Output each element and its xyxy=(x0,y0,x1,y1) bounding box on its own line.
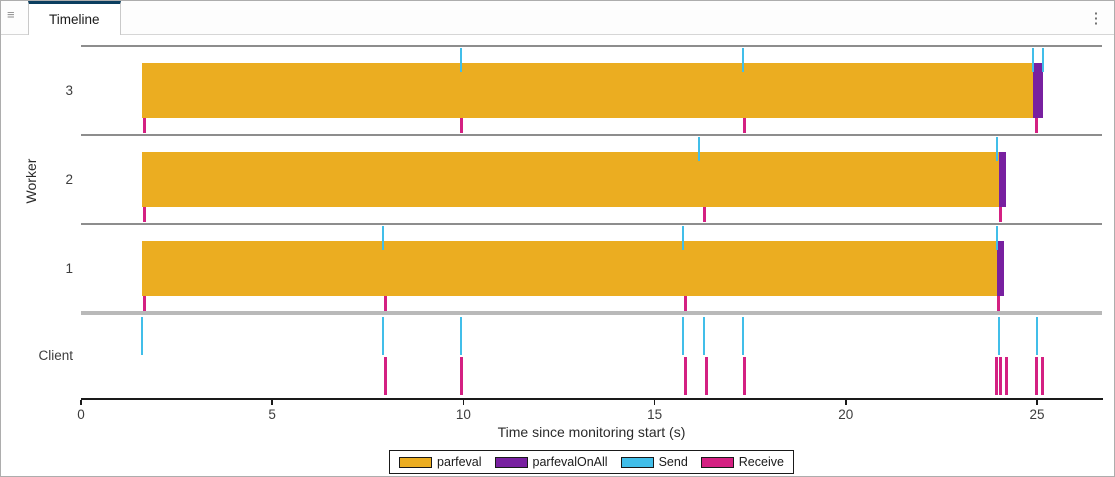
legend-label: parfevalOnAll xyxy=(532,455,608,469)
receive-marker[interactable] xyxy=(742,357,746,395)
panel-header: ≡ Timeline ⋮ xyxy=(1,1,1114,35)
send-marker[interactable] xyxy=(741,48,744,72)
send-marker[interactable] xyxy=(1041,48,1044,72)
parfevalOnAll-bar[interactable] xyxy=(996,241,1005,296)
legend-swatch-parfeval xyxy=(399,456,433,468)
legend-swatch-Send xyxy=(620,456,654,468)
lane-separator xyxy=(81,45,1102,47)
receive-marker[interactable] xyxy=(1035,118,1039,133)
send-marker[interactable] xyxy=(1035,317,1038,355)
receive-marker[interactable] xyxy=(1035,357,1039,395)
receive-marker[interactable] xyxy=(383,357,387,395)
x-tick-label-0: 0 xyxy=(77,407,85,422)
x-axis-line xyxy=(81,398,1103,400)
send-marker[interactable] xyxy=(460,317,463,355)
send-marker[interactable] xyxy=(741,317,744,355)
legend-label: parfeval xyxy=(437,455,482,469)
send-marker[interactable] xyxy=(697,137,700,161)
receive-marker[interactable] xyxy=(142,296,146,311)
legend-item-parfevalOnAll[interactable]: parfevalOnAll xyxy=(494,455,608,469)
lane-separator xyxy=(81,223,1102,225)
legend-label: Receive xyxy=(738,455,784,469)
timeline-chart: Worker Time since monitoring start (s) p… xyxy=(1,35,1114,476)
y-tick-label-1: 1 xyxy=(65,260,73,276)
x-tick-label-25: 25 xyxy=(1029,407,1045,422)
receive-marker[interactable] xyxy=(742,118,746,133)
legend-swatch-parfevalOnAll xyxy=(494,456,528,468)
parfeval-bar[interactable] xyxy=(142,152,999,207)
legend-wrap: parfeval parfevalOnAll Send Receive xyxy=(81,450,1102,474)
y-tick-label-3: 3 xyxy=(65,82,73,98)
receive-marker[interactable] xyxy=(459,118,463,133)
x-axis-tick xyxy=(1036,399,1038,405)
receive-marker[interactable] xyxy=(683,357,687,395)
legend-item-Send[interactable]: Send xyxy=(620,455,688,469)
parfevalOnAll-bar[interactable] xyxy=(998,152,1007,207)
receive-marker[interactable] xyxy=(702,207,706,222)
legend-swatch-Receive xyxy=(700,456,734,468)
lane-separator xyxy=(81,134,1102,136)
x-axis-tick xyxy=(271,399,273,405)
parfeval-bar[interactable] xyxy=(142,63,1034,118)
receive-marker[interactable] xyxy=(997,296,1001,311)
more-options-icon[interactable]: ⋮ xyxy=(1088,10,1104,27)
receive-marker[interactable] xyxy=(1041,357,1045,395)
plot-area xyxy=(81,45,1102,398)
parfevalOnAll-bar[interactable] xyxy=(1033,63,1043,118)
receive-marker[interactable] xyxy=(383,296,387,311)
x-axis-tick xyxy=(80,399,82,405)
x-tick-label-20: 20 xyxy=(838,407,854,422)
receive-marker[interactable] xyxy=(995,357,999,395)
panel-grip-icon[interactable]: ≡ xyxy=(7,7,15,22)
receive-marker[interactable] xyxy=(683,296,687,311)
send-marker[interactable] xyxy=(682,226,685,250)
legend-label: Send xyxy=(658,455,688,469)
send-marker[interactable] xyxy=(703,317,706,355)
receive-marker[interactable] xyxy=(1004,357,1008,395)
x-axis-tick xyxy=(653,399,656,405)
receive-marker[interactable] xyxy=(142,118,146,133)
send-marker[interactable] xyxy=(460,48,463,72)
y-tick-label-Client: Client xyxy=(38,347,73,363)
send-marker[interactable] xyxy=(382,226,385,250)
receive-marker[interactable] xyxy=(459,357,463,395)
receive-marker[interactable] xyxy=(142,207,146,222)
x-axis-tick xyxy=(462,399,465,405)
send-marker[interactable] xyxy=(995,137,998,161)
x-tick-label-10: 10 xyxy=(455,407,471,422)
receive-marker[interactable] xyxy=(999,207,1003,222)
x-axis-label: Time since monitoring start (s) xyxy=(497,424,686,440)
send-marker[interactable] xyxy=(141,317,144,355)
send-marker[interactable] xyxy=(995,226,998,250)
legend-item-Receive[interactable]: Receive xyxy=(700,455,784,469)
tab-timeline-label: Timeline xyxy=(49,12,100,27)
parfeval-bar[interactable] xyxy=(142,241,997,296)
send-marker[interactable] xyxy=(1032,48,1035,72)
send-marker[interactable] xyxy=(682,317,685,355)
send-marker[interactable] xyxy=(382,317,385,355)
receive-marker[interactable] xyxy=(999,357,1003,395)
y-tick-label-2: 2 xyxy=(65,171,73,187)
x-tick-label-5: 5 xyxy=(268,407,276,422)
legend: parfeval parfevalOnAll Send Receive xyxy=(389,450,794,474)
tab-timeline[interactable]: Timeline xyxy=(28,1,121,35)
lane-separator xyxy=(81,311,1102,315)
send-marker[interactable] xyxy=(997,317,1000,355)
receive-marker[interactable] xyxy=(704,357,708,395)
x-axis-tick xyxy=(845,399,847,405)
legend-item-parfeval[interactable]: parfeval xyxy=(399,455,482,469)
x-tick-label-15: 15 xyxy=(647,407,663,422)
